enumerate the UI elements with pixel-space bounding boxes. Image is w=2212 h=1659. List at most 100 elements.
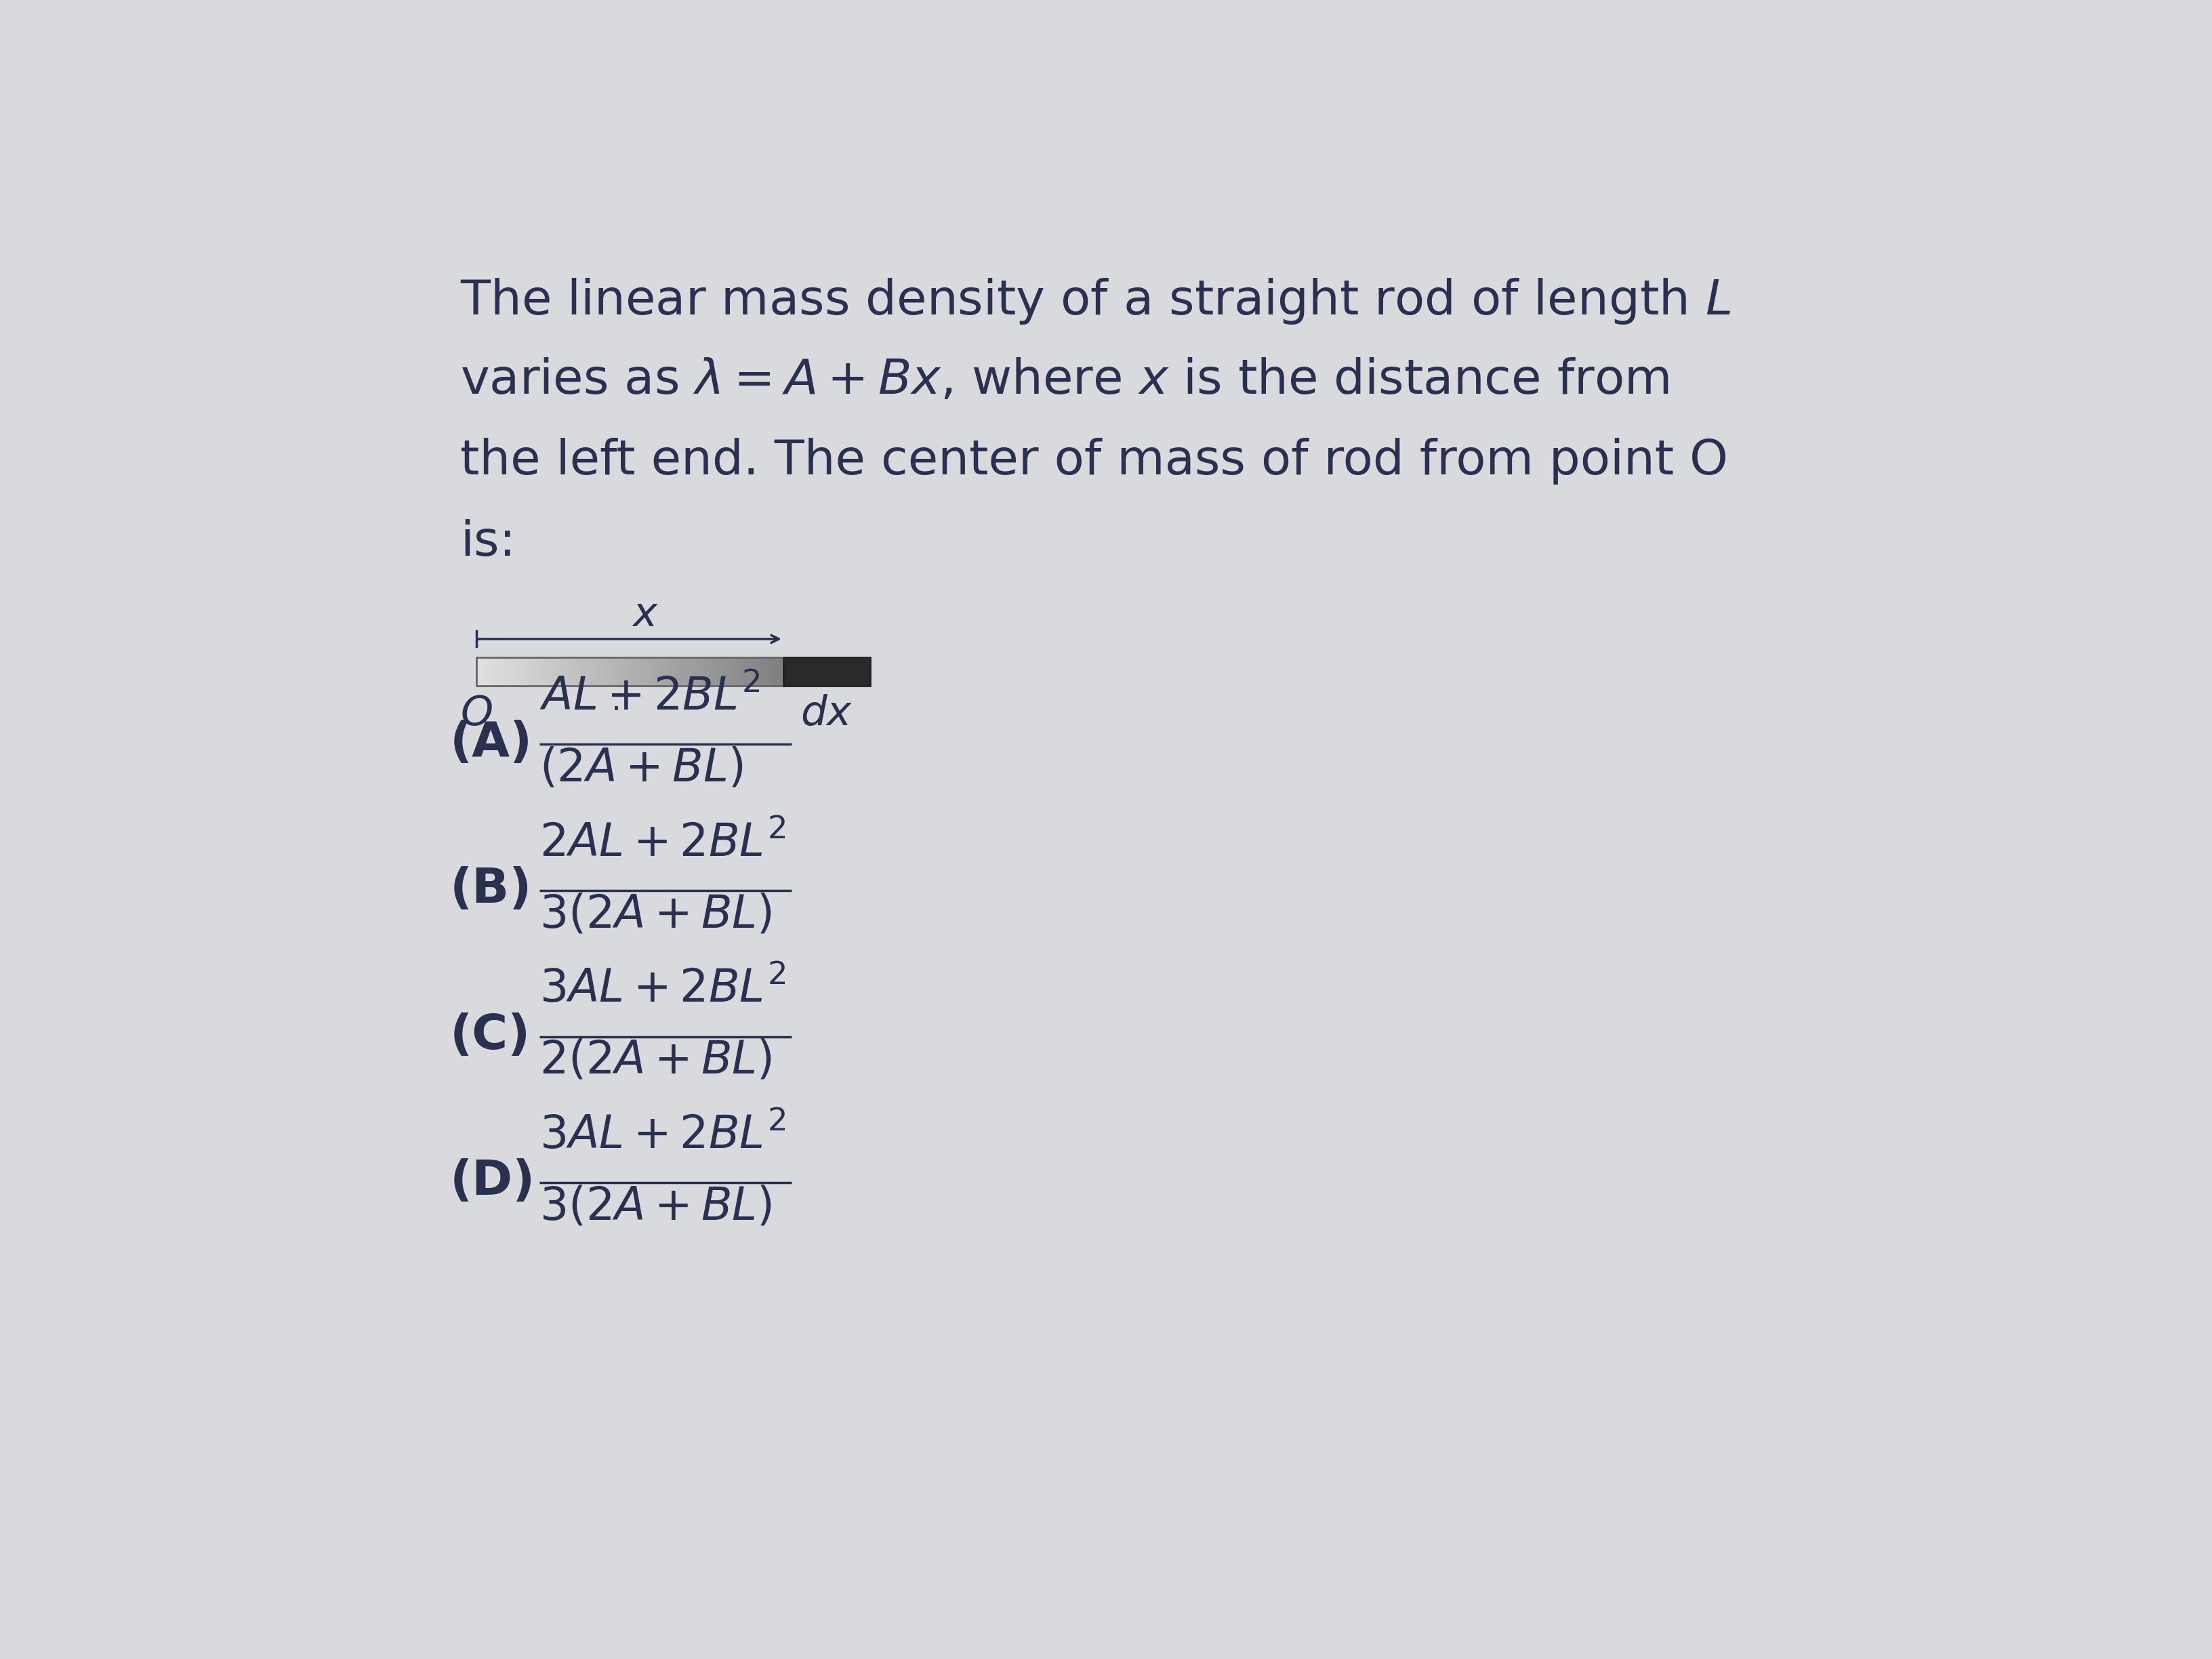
Bar (622, 657, 624, 685)
Bar (560, 657, 562, 685)
Bar (717, 657, 719, 685)
Bar (630, 657, 633, 685)
Bar (580, 657, 584, 685)
Bar (507, 657, 511, 685)
Bar (776, 657, 781, 685)
Bar (655, 657, 657, 685)
Bar (772, 657, 774, 685)
Text: $(2A+BL)$: $(2A+BL)$ (540, 747, 743, 791)
Bar (639, 657, 641, 685)
Bar (484, 657, 489, 685)
Bar (524, 657, 529, 685)
Bar (513, 657, 518, 685)
Text: the left end. The center of mass of rod from point O: the left end. The center of mass of rod … (460, 438, 1728, 484)
Text: $O$: $O$ (460, 693, 493, 733)
Bar (666, 657, 670, 685)
Text: (C): (C) (449, 1012, 531, 1058)
Bar (695, 657, 697, 685)
Bar (648, 657, 653, 685)
Bar (615, 657, 617, 685)
Bar (511, 657, 513, 685)
Bar (721, 657, 726, 685)
Text: $dx$: $dx$ (801, 693, 854, 733)
Bar (752, 657, 757, 685)
Bar (586, 657, 591, 685)
Bar (650, 657, 655, 685)
Bar (732, 657, 734, 685)
Bar (504, 657, 507, 685)
Bar (734, 657, 739, 685)
Bar (768, 657, 772, 685)
Bar (672, 657, 677, 685)
Bar (624, 657, 628, 685)
Bar (482, 657, 487, 685)
Bar (553, 657, 557, 685)
Bar (476, 657, 480, 685)
Bar (476, 657, 783, 685)
Bar (480, 657, 482, 685)
Bar (571, 657, 575, 685)
Bar (688, 657, 692, 685)
Text: $x$: $x$ (630, 596, 659, 635)
Bar (544, 657, 546, 685)
Bar (690, 657, 695, 685)
Text: varies as $\lambda = A + Bx$, where $x$ is the distance from: varies as $\lambda = A + Bx$, where $x$ … (460, 357, 1670, 403)
Bar (757, 657, 759, 685)
Bar (498, 657, 502, 685)
Bar (551, 657, 553, 685)
Bar (726, 657, 728, 685)
Bar (701, 657, 703, 685)
Bar (633, 657, 637, 685)
Text: $2(2A+BL)$: $2(2A+BL)$ (540, 1039, 772, 1083)
Bar (584, 657, 586, 685)
Text: $3(2A+BL)$: $3(2A+BL)$ (540, 893, 772, 937)
Bar (677, 657, 679, 685)
Bar (681, 657, 686, 685)
Bar (538, 657, 542, 685)
Bar (679, 657, 684, 685)
Text: is:: is: (460, 519, 515, 566)
Bar (646, 657, 648, 685)
Bar (595, 657, 599, 685)
Bar (710, 657, 712, 685)
Bar (546, 657, 551, 685)
Bar (500, 657, 504, 685)
Bar (599, 657, 602, 685)
Bar (661, 657, 664, 685)
Bar (515, 657, 520, 685)
Bar (591, 657, 593, 685)
Bar (555, 657, 560, 685)
Bar (617, 657, 622, 685)
Bar (635, 657, 639, 685)
Bar (602, 657, 606, 685)
Bar (759, 657, 763, 685)
Bar (495, 657, 498, 685)
Text: $3AL+2BL^{2}$: $3AL+2BL^{2}$ (540, 1113, 785, 1158)
Bar (577, 657, 582, 685)
Bar (489, 657, 491, 685)
Bar (750, 657, 752, 685)
Bar (670, 657, 672, 685)
Bar (593, 657, 597, 685)
Text: (B): (B) (449, 866, 533, 912)
Bar (575, 657, 577, 685)
Bar (608, 657, 613, 685)
Bar (686, 657, 688, 685)
Bar (712, 657, 717, 685)
Text: $2AL+2BL^{2}$: $2AL+2BL^{2}$ (540, 821, 785, 866)
Bar (540, 657, 544, 685)
Bar (706, 657, 710, 685)
Bar (728, 657, 732, 685)
Text: The linear mass density of a straight rod of length $\it{L}$: The linear mass density of a straight ro… (460, 277, 1732, 325)
Bar (520, 657, 522, 685)
Bar (491, 657, 495, 685)
Bar (719, 657, 723, 685)
Bar (774, 657, 779, 685)
Bar (737, 657, 741, 685)
Bar (566, 657, 568, 685)
Bar (743, 657, 748, 685)
Bar (562, 657, 566, 685)
Bar (529, 657, 531, 685)
Bar (657, 657, 661, 685)
Bar (522, 657, 526, 685)
